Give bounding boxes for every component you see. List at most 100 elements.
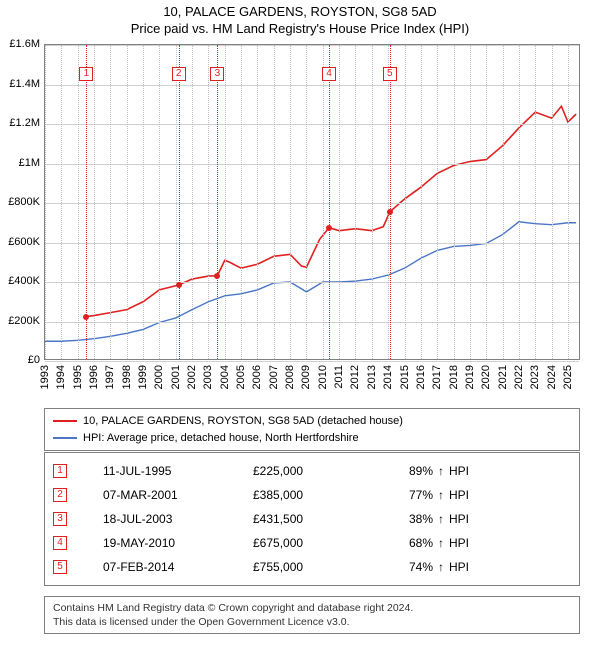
- title-line-1: 10, PALACE GARDENS, ROYSTON, SG8 5AD: [0, 4, 600, 21]
- sale-number-box: 4: [53, 536, 67, 550]
- vgrid-line: [470, 45, 471, 359]
- sale-number-box: 3: [53, 512, 67, 526]
- legend-row: HPI: Average price, detached house, Nort…: [53, 430, 571, 447]
- x-tick-label: 2002: [186, 365, 198, 389]
- sale-date: 11-JUL-1995: [103, 464, 253, 478]
- x-tick-label: 1995: [72, 365, 84, 389]
- marker-vline: [390, 45, 391, 359]
- x-tick-label: 2006: [251, 365, 263, 389]
- sales-row: 207-MAR-2001£385,00077%↑HPI: [53, 483, 571, 507]
- marker-vline: [179, 45, 180, 359]
- vgrid-line: [421, 45, 422, 359]
- vgrid-line: [176, 45, 177, 359]
- x-tick-label: 1997: [104, 365, 116, 389]
- x-tick-label: 2017: [431, 365, 443, 389]
- sale-hpi-pct: 68%: [373, 536, 433, 550]
- footer-line-1: Contains HM Land Registry data © Crown c…: [53, 601, 571, 615]
- sales-row: 419-MAY-2010£675,00068%↑HPI: [53, 531, 571, 555]
- hgrid-line: [45, 164, 579, 165]
- marker-vline: [86, 45, 87, 359]
- vgrid-line: [306, 45, 307, 359]
- vgrid-line: [372, 45, 373, 359]
- x-tick-label: 2023: [529, 365, 541, 389]
- chart-title-block: 10, PALACE GARDENS, ROYSTON, SG8 5AD Pri…: [0, 0, 600, 38]
- x-tick-label: 2007: [268, 365, 280, 389]
- hgrid-line: [45, 361, 579, 362]
- vgrid-line: [486, 45, 487, 359]
- sale-dot: [326, 225, 332, 231]
- hgrid-line: [45, 203, 579, 204]
- sales-table: 111-JUL-1995£225,00089%↑HPI207-MAR-2001£…: [44, 452, 580, 586]
- x-tick-label: 2008: [284, 365, 296, 389]
- legend-label-price: 10, PALACE GARDENS, ROYSTON, SG8 5AD (de…: [83, 413, 403, 430]
- up-arrow-icon: ↑: [433, 512, 449, 526]
- x-tick-label: 2015: [399, 365, 411, 389]
- hgrid-line: [45, 124, 579, 125]
- marker-number-box: 4: [322, 67, 336, 81]
- sale-price: £755,000: [253, 560, 373, 574]
- vgrid-line: [437, 45, 438, 359]
- x-tick-label: 2022: [513, 365, 525, 389]
- sale-date: 19-MAY-2010: [103, 536, 253, 550]
- y-tick-label: £1.2M: [0, 117, 40, 129]
- vgrid-line: [323, 45, 324, 359]
- sale-number-box: 1: [53, 464, 67, 478]
- hgrid-line: [45, 85, 579, 86]
- up-arrow-icon: ↑: [433, 536, 449, 550]
- y-tick-label: £800K: [0, 196, 40, 208]
- vgrid-line: [405, 45, 406, 359]
- title-line-2: Price paid vs. HM Land Registry's House …: [0, 21, 600, 38]
- x-tick-label: 2000: [153, 365, 165, 389]
- vgrid-line: [110, 45, 111, 359]
- up-arrow-icon: ↑: [433, 560, 449, 574]
- x-tick-label: 2003: [202, 365, 214, 389]
- legend-row: 10, PALACE GARDENS, ROYSTON, SG8 5AD (de…: [53, 413, 571, 430]
- x-tick-label: 1993: [39, 365, 51, 389]
- vgrid-line: [61, 45, 62, 359]
- sale-number-box: 2: [53, 488, 67, 502]
- sale-date: 07-MAR-2001: [103, 488, 253, 502]
- x-tick-label: 2024: [546, 365, 558, 389]
- up-arrow-icon: ↑: [433, 464, 449, 478]
- y-tick-label: £0: [0, 354, 40, 366]
- sale-price: £385,000: [253, 488, 373, 502]
- vgrid-line: [290, 45, 291, 359]
- legend-swatch-price: [53, 420, 77, 422]
- sale-number-box: 5: [53, 560, 67, 574]
- marker-vline: [217, 45, 218, 359]
- vgrid-line: [568, 45, 569, 359]
- legend-swatch-hpi: [53, 437, 77, 439]
- sales-row: 111-JUL-1995£225,00089%↑HPI: [53, 459, 571, 483]
- hgrid-line: [45, 322, 579, 323]
- x-tick-label: 2019: [464, 365, 476, 389]
- vgrid-line: [274, 45, 275, 359]
- y-tick-label: £1.4M: [0, 78, 40, 90]
- x-tick-label: 2012: [349, 365, 361, 389]
- x-tick-label: 2016: [415, 365, 427, 389]
- x-tick-label: 2020: [480, 365, 492, 389]
- x-tick-label: 1996: [88, 365, 100, 389]
- sale-price: £431,500: [253, 512, 373, 526]
- x-tick-label: 2004: [219, 365, 231, 389]
- legend-box: 10, PALACE GARDENS, ROYSTON, SG8 5AD (de…: [44, 408, 580, 451]
- marker-number-box: 5: [383, 67, 397, 81]
- vgrid-line: [78, 45, 79, 359]
- footer-line-2: This data is licensed under the Open Gov…: [53, 615, 571, 629]
- x-tick-label: 2001: [170, 365, 182, 389]
- vgrid-line: [339, 45, 340, 359]
- sale-hpi-pct: 89%: [373, 464, 433, 478]
- y-tick-label: £1.6M: [0, 38, 40, 50]
- vgrid-line: [127, 45, 128, 359]
- sale-hpi-label: HPI: [449, 536, 469, 550]
- y-tick-label: £1M: [0, 157, 40, 169]
- y-tick-label: £200K: [0, 315, 40, 327]
- vgrid-line: [503, 45, 504, 359]
- vgrid-line: [454, 45, 455, 359]
- vgrid-line: [519, 45, 520, 359]
- x-tick-label: 2018: [448, 365, 460, 389]
- x-tick-label: 1994: [55, 365, 67, 389]
- vgrid-line: [192, 45, 193, 359]
- sale-date: 18-JUL-2003: [103, 512, 253, 526]
- up-arrow-icon: ↑: [433, 488, 449, 502]
- sale-dot: [214, 273, 220, 279]
